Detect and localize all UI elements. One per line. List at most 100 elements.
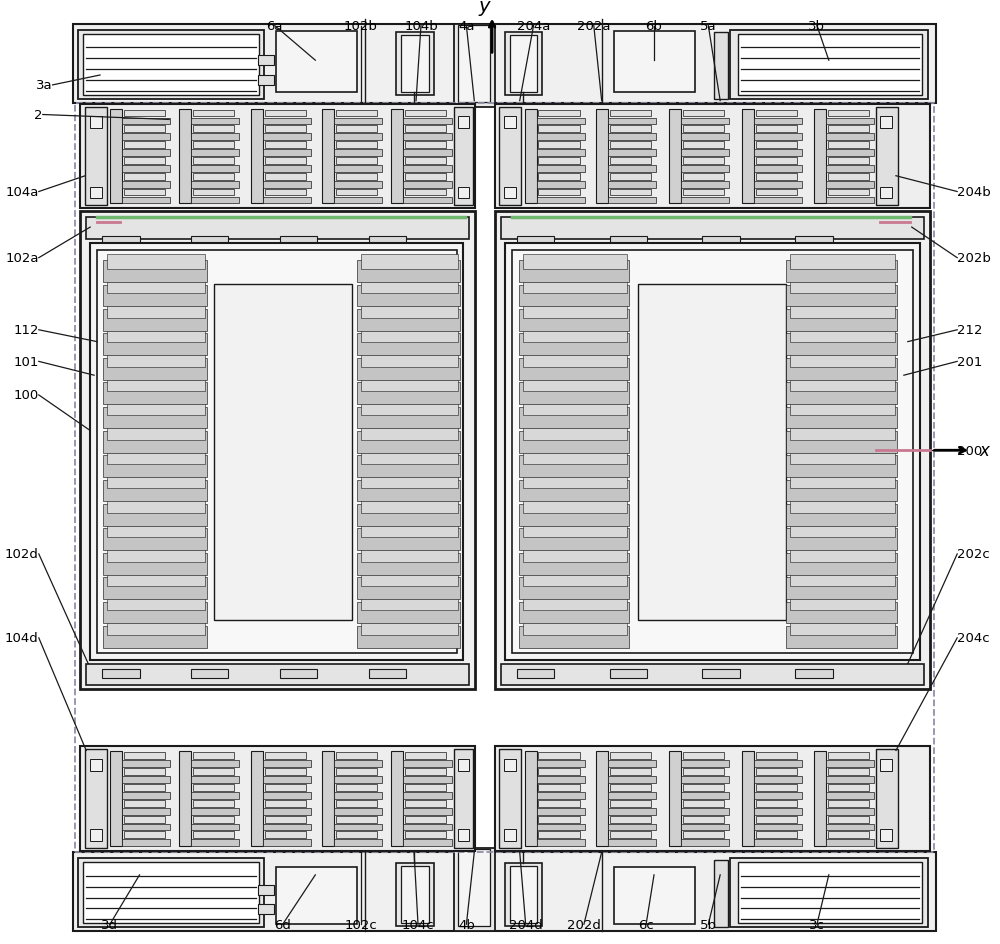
Bar <box>608 150 656 157</box>
Bar <box>790 620 895 635</box>
Bar <box>357 382 460 405</box>
Bar <box>608 824 656 831</box>
Bar <box>103 261 207 283</box>
Bar <box>265 110 306 117</box>
Bar <box>786 602 897 624</box>
Bar <box>361 547 458 562</box>
Bar <box>519 456 629 478</box>
Bar <box>110 751 122 847</box>
Bar <box>334 808 382 815</box>
Bar <box>519 480 629 502</box>
Bar <box>107 571 205 586</box>
Bar <box>880 760 892 771</box>
Bar <box>790 522 895 537</box>
Bar <box>523 400 627 416</box>
Bar <box>403 118 452 126</box>
Bar <box>357 626 460 649</box>
Bar <box>610 816 651 822</box>
Bar <box>519 310 629 331</box>
Bar <box>683 190 724 196</box>
Bar <box>786 456 897 478</box>
Bar <box>102 237 140 245</box>
Bar <box>786 407 897 429</box>
Bar <box>265 190 306 196</box>
Bar <box>214 285 352 620</box>
Bar <box>124 174 165 180</box>
Bar <box>78 858 264 927</box>
Bar <box>265 158 306 164</box>
Bar <box>336 752 377 760</box>
Text: 4a: 4a <box>458 20 475 33</box>
Bar <box>280 669 317 679</box>
Bar <box>107 596 205 611</box>
Bar <box>334 761 382 767</box>
Text: 204c: 204c <box>957 632 990 645</box>
Bar <box>504 760 516 771</box>
Bar <box>742 751 754 847</box>
Bar <box>124 126 165 133</box>
Bar <box>519 602 629 624</box>
Bar <box>122 808 170 815</box>
Bar <box>405 784 446 791</box>
Bar <box>336 126 377 133</box>
Bar <box>179 110 191 204</box>
Bar <box>828 190 869 196</box>
Bar <box>73 25 936 104</box>
Bar <box>86 218 469 240</box>
Bar <box>334 118 382 126</box>
Bar <box>610 832 651 838</box>
Bar <box>191 197 239 204</box>
Bar <box>103 431 207 453</box>
Bar <box>361 278 458 295</box>
Bar <box>405 174 446 180</box>
Bar <box>258 76 274 86</box>
Bar <box>519 407 629 429</box>
Bar <box>454 25 495 108</box>
Bar <box>357 431 460 453</box>
Bar <box>107 474 205 489</box>
Bar <box>608 839 656 847</box>
Bar <box>405 832 446 838</box>
Bar <box>610 752 651 760</box>
Bar <box>403 197 452 204</box>
Bar <box>193 768 234 775</box>
Bar <box>107 377 205 392</box>
Bar <box>193 190 234 196</box>
Bar <box>537 150 585 157</box>
Bar <box>537 761 585 767</box>
Bar <box>608 166 656 173</box>
Bar <box>795 669 833 679</box>
Bar <box>519 261 629 283</box>
Bar <box>107 620 205 635</box>
Bar <box>191 824 239 831</box>
Bar <box>263 166 311 173</box>
Bar <box>454 750 473 849</box>
Bar <box>454 849 495 931</box>
Bar <box>681 776 729 784</box>
Bar <box>756 832 797 838</box>
Bar <box>510 36 537 93</box>
Bar <box>501 664 924 685</box>
Bar <box>537 118 585 126</box>
Bar <box>86 664 469 685</box>
Bar <box>790 352 895 367</box>
Bar <box>458 117 469 129</box>
Bar <box>107 547 205 562</box>
Bar <box>405 142 446 149</box>
Bar <box>357 407 460 429</box>
Bar <box>880 830 892 841</box>
Bar <box>107 425 205 440</box>
Bar <box>756 110 797 117</box>
Bar <box>538 158 580 164</box>
Text: 6a: 6a <box>267 20 283 33</box>
Bar <box>756 768 797 775</box>
Bar <box>103 285 207 307</box>
Text: 104d: 104d <box>5 632 39 645</box>
Bar <box>334 824 382 831</box>
Bar <box>608 808 656 815</box>
Bar <box>538 174 580 180</box>
Text: 6b: 6b <box>646 20 662 33</box>
Bar <box>826 839 874 847</box>
Bar <box>336 158 377 164</box>
Bar <box>265 832 306 838</box>
